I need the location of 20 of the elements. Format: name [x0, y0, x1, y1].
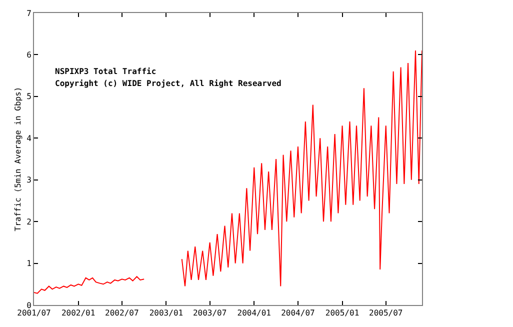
annotation: NSPIXP3 Total Traffic: [55, 67, 156, 76]
x-tick-label: 2003/07: [192, 308, 227, 318]
x-tick-label: 2002/01: [61, 308, 96, 318]
y-tick-label: 7: [26, 8, 32, 18]
y-tick-label: 6: [26, 50, 32, 60]
y-axis-title: Traffic (5min Average in Gbps): [13, 86, 22, 232]
y-tick-label: 3: [26, 176, 32, 185]
x-tick-label: 2005/01: [325, 308, 360, 318]
annotation: Copyright (c) WIDE Project, All Right Researved: [55, 79, 282, 88]
x-tick-label: 2005/07: [369, 308, 403, 318]
y-tick-label: 4: [26, 134, 32, 143]
y-tick-label: 2: [26, 217, 32, 226]
x-tick-label: 2001/07: [17, 308, 52, 318]
x-tick-label: 2004/01: [237, 308, 272, 318]
x-tick-label: 2002/07: [105, 308, 139, 318]
y-tick-label: 0: [26, 300, 32, 310]
x-tick-label: 2003/01: [149, 308, 184, 318]
x-tick-label: 2004/07: [281, 308, 316, 318]
y-tick-label: 1: [26, 259, 32, 268]
y-tick-label: 5: [26, 92, 32, 102]
